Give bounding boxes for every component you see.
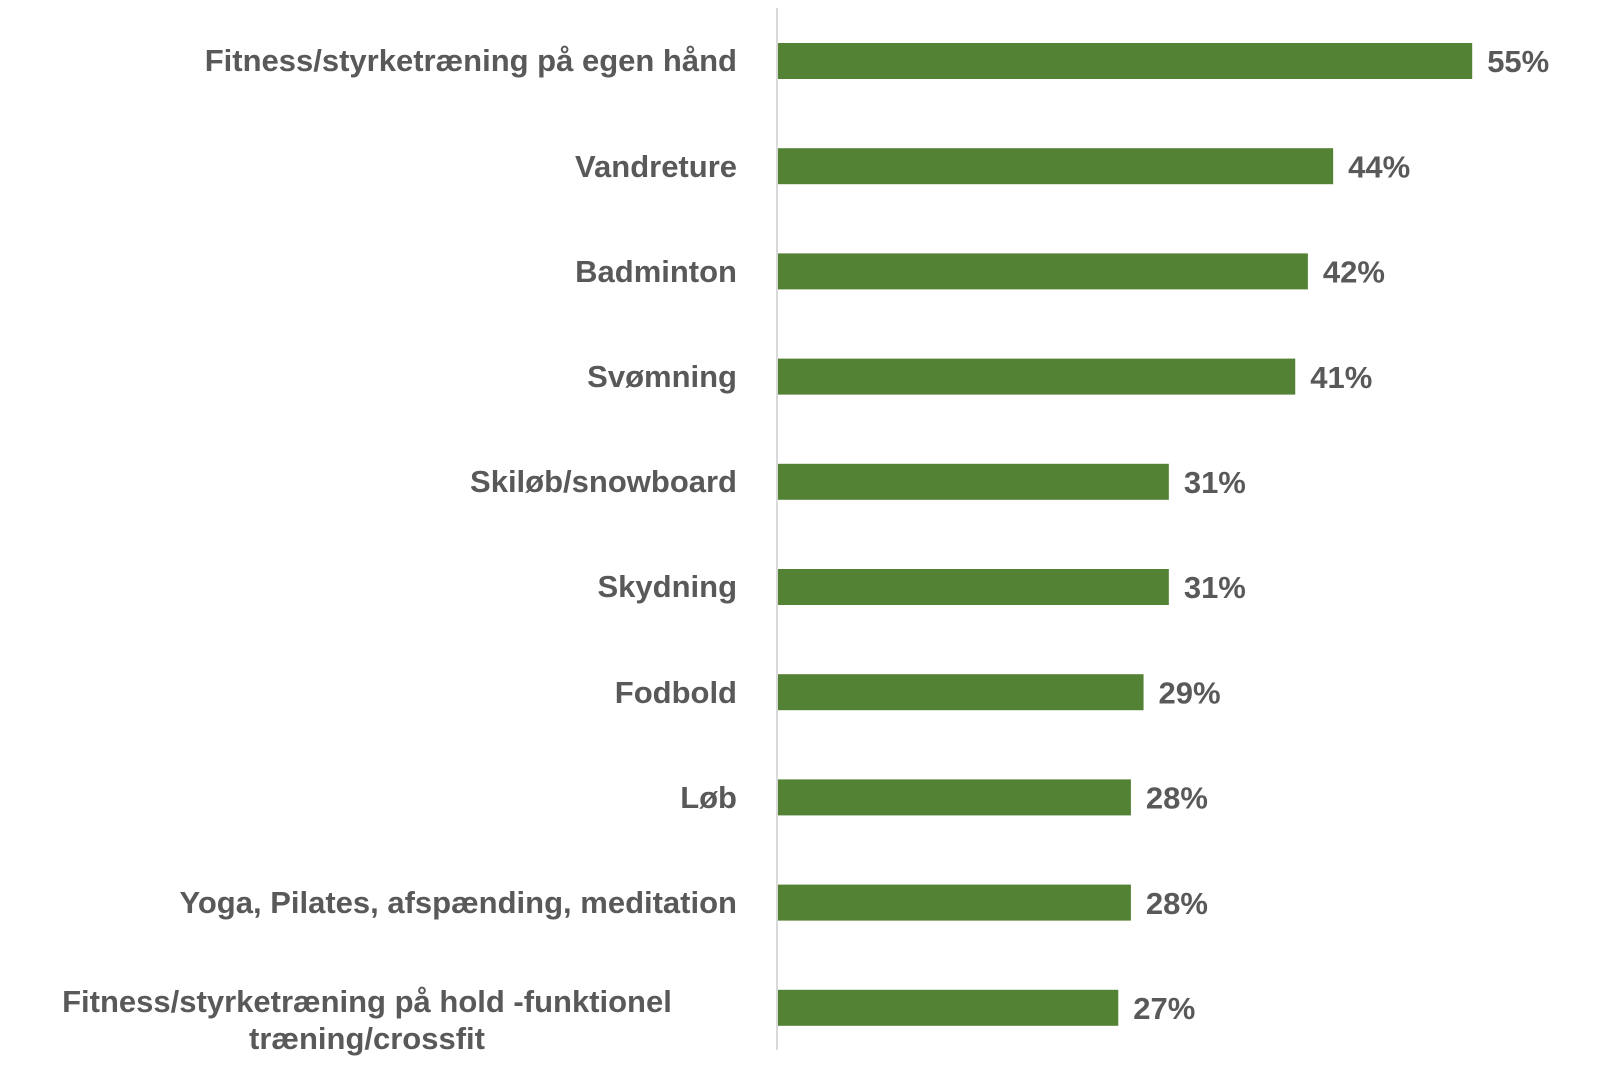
category-label-box: Skiløb/snowboard (0, 432, 737, 532)
value-label: 31% (1184, 570, 1246, 605)
value-label: 27% (1133, 991, 1195, 1026)
bar (778, 989, 1119, 1026)
category-label-box: Fitness/styrketræning på hold -funktione… (0, 970, 737, 1070)
value-label: 42% (1323, 255, 1385, 290)
value-label: 28% (1146, 886, 1208, 921)
category-label-box: Skydning (0, 537, 737, 637)
category-label: Løb (680, 779, 737, 815)
category-label: Fitness/styrketræning på hold -funktione… (62, 983, 672, 1056)
category-label: Svømning (587, 359, 737, 394)
category-label-box: Fitness/styrketræning på egen hånd (0, 11, 737, 111)
category-label-box: Yoga, Pilates, afspænding, meditation (0, 853, 737, 953)
bar (778, 463, 1169, 500)
category-label: Vandreture (575, 148, 737, 184)
bar (778, 148, 1334, 185)
category-label: Fitness/styrketræning på egen hånd (204, 43, 737, 79)
bar (778, 358, 1296, 395)
category-label-box: Vandreture (0, 116, 737, 216)
category-label-box: Badminton (0, 221, 737, 321)
category-label: Badminton (575, 253, 737, 289)
value-label: 41% (1310, 360, 1372, 395)
value-label: 44% (1348, 149, 1410, 184)
category-label-box: Fodbold (0, 642, 737, 742)
category-label-box: Svømning (0, 327, 737, 427)
category-label: Skiløb/snowboard (470, 464, 737, 500)
bar (778, 674, 1144, 711)
bar (778, 779, 1131, 816)
bar (778, 569, 1169, 605)
bar (778, 884, 1131, 921)
category-label: Fodbold (614, 674, 737, 710)
category-label: Skydning (597, 569, 737, 605)
bar (778, 43, 1473, 79)
value-label: 28% (1146, 781, 1208, 816)
category-label: Yoga, Pilates, afspænding, meditation (179, 885, 737, 920)
category-label-box: Løb (0, 747, 737, 847)
value-label: 29% (1159, 675, 1221, 710)
value-label: 55% (1487, 44, 1549, 79)
value-label: 31% (1184, 465, 1246, 500)
bar (778, 253, 1308, 290)
